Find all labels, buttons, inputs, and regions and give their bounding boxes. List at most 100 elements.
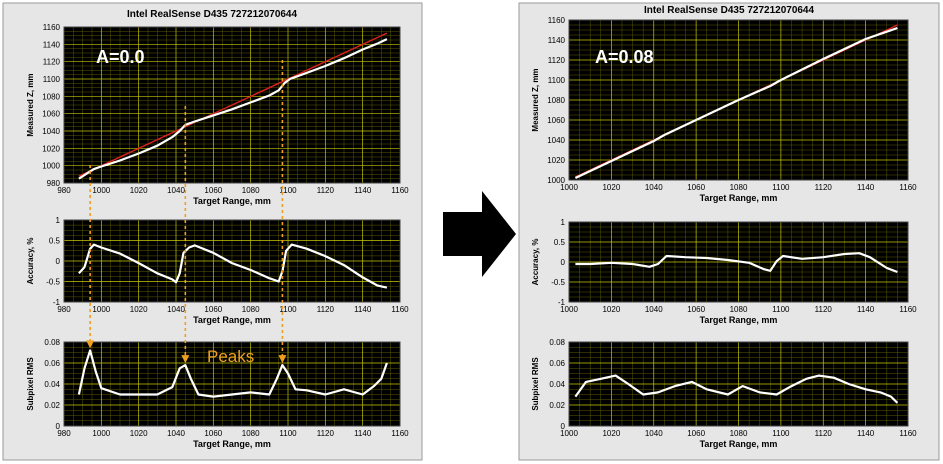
x-tick-label: 1100 (772, 305, 790, 314)
x-tick-label: 1120 (317, 186, 335, 195)
x-tick-label: 1080 (242, 305, 260, 314)
x-tick-label: 1040 (167, 186, 185, 195)
y-tick-label: 1040 (42, 127, 60, 136)
x-tick-label: 1040 (645, 429, 663, 438)
y-tick-label: 0 (56, 422, 61, 431)
x-tick-label: 1000 (92, 305, 110, 314)
y-tick-label: 1020 (547, 156, 565, 165)
y-tick-label: 0.5 (49, 237, 61, 246)
chart-1: 980 1000 1020 1040 1060 1080 1100 1120 1140 1160 9… (26, 23, 409, 206)
chart-6: 1000 1020 1040 1060 1080 1100 1120 1140 1160 0 0.0… (531, 338, 917, 449)
x-tick-label: 1160 (391, 186, 409, 195)
y-tick-label: 1140 (43, 40, 61, 49)
x-tick-label: 1160 (899, 429, 917, 438)
x-tick-label: 1020 (602, 429, 620, 438)
y-tick-label: 0 (561, 422, 566, 431)
y-tick-label: 0 (561, 258, 566, 267)
x-tick-label: 1120 (317, 429, 335, 438)
y-tick-label: -1 (558, 298, 566, 307)
x-tick-label: 1120 (815, 183, 833, 192)
y-tick-label: -0.5 (551, 278, 565, 287)
x-tick-label: 1060 (687, 183, 705, 192)
x-tick-label: 1160 (899, 305, 917, 314)
peak-arrowhead (181, 355, 190, 364)
y-tick-label: 1000 (42, 162, 60, 171)
peak-arrows (86, 60, 287, 364)
peak-arrowhead (86, 340, 95, 349)
x-tick-label: 1060 (204, 429, 222, 438)
y-tick-label: -1 (53, 298, 61, 307)
x-tick-label: 1100 (772, 183, 790, 192)
y-tick-label: 1120 (43, 58, 61, 67)
x-tick-label: 1080 (730, 305, 748, 314)
x-tick-label: 1120 (815, 305, 833, 314)
x-tick-label: 1080 (242, 429, 260, 438)
x-axis-label: Target Range, mm (700, 315, 778, 325)
measured-series-line (78, 38, 388, 180)
plot-frame (568, 341, 909, 427)
x-tick-label: 1020 (130, 429, 148, 438)
x-tick-label: 1080 (730, 429, 748, 438)
right-panel-label: A=0.08 (595, 47, 654, 67)
reference-series-line (78, 32, 388, 177)
plot-frame (63, 219, 401, 303)
x-tick-label: 1000 (92, 429, 110, 438)
measured-series-line (575, 252, 898, 274)
x-tick-label: 1080 (242, 186, 260, 195)
x-tick-label: 1140 (857, 183, 875, 192)
x-tick-label: 1000 (560, 183, 578, 192)
peaks-label: Peaks (207, 347, 254, 366)
x-axis-label: Target Range, mm (193, 315, 271, 325)
chart-2: 980 1000 1020 1040 1060 1080 1100 1120 1140 1160 -… (26, 216, 409, 325)
x-tick-label: 1060 (204, 305, 222, 314)
chart-3: 980 1000 1020 1040 1060 1080 1100 1120 1140 1160 0… (26, 338, 409, 449)
y-tick-label: 0.08 (44, 338, 60, 347)
y-tick-label: 980 (47, 179, 61, 188)
x-tick-label: 980 (57, 186, 71, 195)
left-panel-label: A=0.0 (96, 47, 145, 67)
y-tick-label: 0 (56, 257, 61, 266)
x-tick-label: 1020 (130, 305, 148, 314)
x-tick-label: 1140 (354, 429, 372, 438)
measured-series-line (77, 349, 388, 398)
y-axis-label: Subpixel RMS (531, 357, 540, 411)
chart-5: 1000 1020 1040 1060 1080 1100 1120 1140 1160 -1 -0… (531, 218, 917, 325)
y-tick-label: 1120 (548, 56, 566, 65)
y-tick-label: 0.5 (554, 238, 566, 247)
x-axis-label: Target Range, mm (193, 439, 271, 449)
x-tick-label: 1020 (130, 186, 148, 195)
y-tick-label: 1100 (43, 75, 61, 84)
x-tick-label: 1060 (687, 429, 705, 438)
right-panel-title: Intel RealSense D435 727212070644 (644, 5, 815, 16)
y-axis-label: Measured Z, mm (26, 73, 35, 136)
y-tick-label: -0.5 (46, 278, 60, 287)
left-panel-title: Intel RealSense D435 727212070644 (127, 9, 298, 20)
y-axis-label: Measured Z, mm (531, 68, 540, 131)
y-tick-label: 1040 (547, 136, 565, 145)
peak-arrowhead (278, 355, 287, 364)
y-axis-label: Accuracy, % (26, 238, 35, 285)
x-tick-label: 1000 (560, 305, 578, 314)
x-tick-label: 1060 (687, 305, 705, 314)
y-tick-label: 1100 (548, 76, 566, 85)
y-tick-label: 0.06 (44, 359, 60, 368)
measured-series-line (574, 26, 898, 179)
y-tick-label: 1160 (548, 16, 566, 25)
x-tick-label: 1120 (317, 305, 335, 314)
y-tick-label: 0.04 (44, 380, 60, 389)
y-tick-label: 1080 (42, 92, 60, 101)
x-tick-label: 1040 (645, 305, 663, 314)
x-tick-label: 1040 (167, 429, 185, 438)
plot-frame (568, 19, 909, 181)
x-tick-label: 1000 (560, 429, 578, 438)
x-tick-label: 1020 (602, 305, 620, 314)
x-axis-label: Target Range, mm (700, 439, 778, 449)
measured-series-line (78, 243, 388, 289)
y-axis-label: Accuracy, % (531, 239, 540, 286)
y-tick-label: 0.02 (44, 401, 60, 410)
chart-4: 1000 1020 1040 1060 1080 1100 1120 1140 1160 1000… (531, 16, 917, 203)
x-tick-label: 1140 (857, 429, 875, 438)
x-tick-label: 1160 (391, 305, 409, 314)
y-tick-label: 0.02 (549, 401, 565, 410)
x-tick-label: 980 (57, 429, 71, 438)
